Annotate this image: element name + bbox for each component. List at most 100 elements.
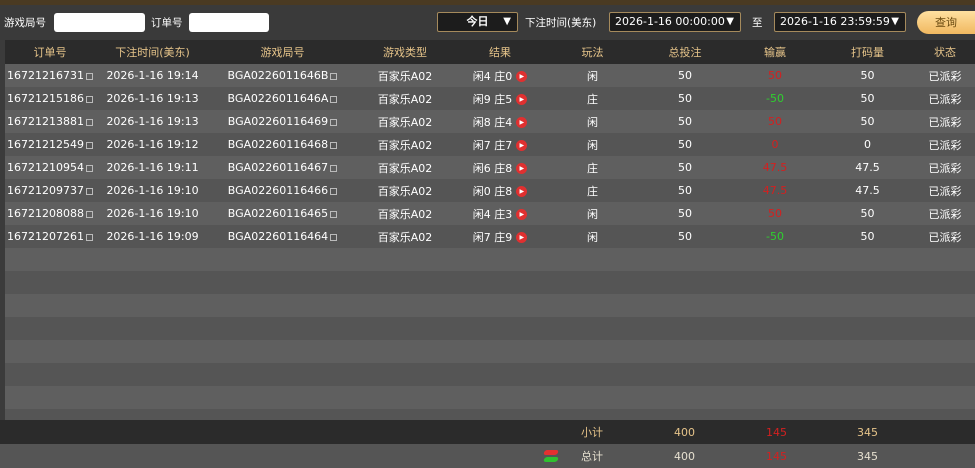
- cell-result: 闲7 庄9 ▶: [455, 229, 545, 245]
- copy-icon[interactable]: [330, 73, 338, 80]
- cell-win-loss: 50: [730, 69, 820, 82]
- copy-icon[interactable]: [330, 119, 338, 126]
- order-no-value: 16721216731: [7, 69, 84, 82]
- period-value: 今日: [466, 15, 489, 28]
- copy-icon[interactable]: [85, 188, 93, 195]
- win-loss-value: 47.5: [762, 161, 788, 174]
- period-select[interactable]: 今日 ▼: [437, 12, 518, 32]
- cell-total-bet: 50: [640, 184, 730, 197]
- cell-status: 已派彩: [915, 91, 975, 107]
- cell-code-amount: 50: [820, 69, 915, 82]
- bet-time-value: 2026-1-16 19:14: [106, 69, 199, 82]
- result-value: 闲4 庄3: [472, 207, 513, 221]
- play-replay-icon[interactable]: ▶: [516, 163, 528, 174]
- copy-icon[interactable]: [330, 211, 338, 218]
- play-replay-icon[interactable]: ▶: [516, 117, 528, 128]
- result-value: 闲9 庄5: [472, 92, 513, 106]
- copy-icon[interactable]: [330, 234, 338, 241]
- order-no-value: 16721208088: [7, 207, 84, 220]
- cell-order-no: 16721210954: [5, 161, 95, 174]
- copy-icon[interactable]: [85, 142, 93, 149]
- header-game-type: 游戏类型: [383, 46, 427, 59]
- cell-total-bet: 50: [640, 207, 730, 220]
- total-winloss: 145: [766, 449, 787, 463]
- code-amount-value: 47.5: [855, 184, 880, 197]
- win-loss-value: 0: [771, 138, 779, 151]
- cell-order-no: 16721207261: [5, 230, 95, 243]
- result-value: 闲8 庄4: [472, 115, 513, 129]
- copy-icon[interactable]: [330, 188, 338, 195]
- table-row[interactable]: 16721209737 2026-1-16 19:10 BGA02260116466…: [5, 179, 975, 202]
- copy-icon[interactable]: [330, 165, 338, 172]
- game-no-value: BGA02260116468: [227, 138, 329, 151]
- play-type-value: 庄: [587, 92, 598, 106]
- header-play-type: 玩法: [581, 46, 604, 59]
- cell-bet-time: 2026-1-16 19:14: [95, 69, 210, 82]
- header-game-no: 游戏局号: [260, 46, 305, 59]
- start-time-select[interactable]: 2026-1-16 00:00:00 ▼: [609, 12, 741, 32]
- table-row[interactable]: 16721212549 2026-1-16 19:12 BGA02260116468…: [5, 133, 975, 156]
- total-bet-value: 50: [678, 115, 692, 128]
- game-no-value: BGA02260116465: [227, 207, 329, 220]
- cell-win-loss: 47.5: [730, 184, 820, 197]
- cell-status: 已派彩: [915, 137, 975, 153]
- bet-time-value: 2026-1-16 19:09: [106, 230, 199, 243]
- copy-icon[interactable]: [330, 142, 338, 149]
- time-label: 下注时间(美东): [525, 17, 597, 29]
- cell-game-type: 百家乐A02: [355, 229, 455, 245]
- code-amount-value: 50: [860, 92, 875, 105]
- play-replay-icon[interactable]: ▶: [516, 232, 528, 243]
- header-result: 结果: [489, 46, 511, 59]
- result-value: 闲6 庄8: [472, 161, 513, 175]
- end-time-select[interactable]: 2026-1-16 23:59:59 ▼: [774, 12, 906, 32]
- bet-time-value: 2026-1-16 19:13: [106, 92, 199, 105]
- play-replay-icon[interactable]: ▶: [516, 140, 528, 151]
- play-type-value: 闲: [587, 115, 598, 129]
- total-bet-value: 50: [678, 207, 692, 220]
- order-no-label: 订单号: [151, 17, 183, 29]
- subtotal-code: 345: [857, 425, 878, 439]
- cell-win-loss: 47.5: [730, 161, 820, 174]
- copy-icon[interactable]: [85, 211, 93, 218]
- copy-icon[interactable]: [85, 96, 93, 103]
- table-row[interactable]: 16721208088 2026-1-16 19:10 BGA02260116465…: [5, 202, 975, 225]
- play-replay-icon[interactable]: ▶: [516, 94, 528, 105]
- cell-game-type: 百家乐A02: [355, 160, 455, 176]
- game-no-input[interactable]: [54, 13, 145, 32]
- cell-game-type: 百家乐A02: [355, 137, 455, 153]
- cell-total-bet: 50: [640, 69, 730, 82]
- copy-icon[interactable]: [330, 96, 338, 103]
- cell-play-type: 闲: [545, 114, 640, 130]
- copy-icon[interactable]: [85, 234, 93, 241]
- table-row[interactable]: 16721216731 2026-1-16 19:14 BGA0226011646B…: [5, 64, 975, 87]
- cell-result: 闲6 庄8 ▶: [455, 160, 545, 176]
- play-replay-icon[interactable]: ▶: [516, 186, 528, 197]
- subtotal-bet: 400: [674, 425, 695, 439]
- total-label: 总计: [581, 450, 603, 463]
- code-amount-value: 50: [860, 115, 875, 128]
- order-no-input[interactable]: [189, 13, 269, 32]
- refresh-icon[interactable]: [543, 449, 559, 463]
- copy-icon[interactable]: [85, 73, 93, 80]
- copy-icon[interactable]: [85, 165, 93, 172]
- cell-order-no: 16721209737: [5, 184, 95, 197]
- cell-game-no: BGA02260116468: [210, 138, 355, 151]
- table-row[interactable]: 16721210954 2026-1-16 19:11 BGA02260116467…: [5, 156, 975, 179]
- bet-table: 订单号 下注时间(美东) 游戏局号 游戏类型 结果 玩法 总投注 输赢 打码量 状态 167212…: [5, 40, 975, 248]
- play-replay-icon[interactable]: ▶: [516, 209, 528, 220]
- table-row[interactable]: 16721215186 2026-1-16 19:13 BGA0226011646A…: [5, 87, 975, 110]
- chevron-down-icon: ▼: [726, 16, 734, 27]
- copy-icon[interactable]: [85, 119, 93, 126]
- cell-code-amount: 50: [820, 115, 915, 128]
- order-no-value: 16721207261: [7, 230, 84, 243]
- table-row[interactable]: 16721213881 2026-1-16 19:13 BGA02260116469…: [5, 110, 975, 133]
- table-row[interactable]: 16721207261 2026-1-16 19:09 BGA02260116464…: [5, 225, 975, 248]
- result-value: 闲7 庄7: [472, 138, 513, 152]
- cell-bet-time: 2026-1-16 19:09: [95, 230, 210, 243]
- header-status: 状态: [934, 46, 956, 59]
- play-replay-icon[interactable]: ▶: [516, 71, 528, 82]
- subtotal-winloss: 145: [766, 425, 787, 439]
- win-loss-value: 50: [768, 115, 782, 128]
- game-type-value: 百家乐A02: [377, 138, 433, 152]
- query-button[interactable]: 查询: [917, 11, 975, 34]
